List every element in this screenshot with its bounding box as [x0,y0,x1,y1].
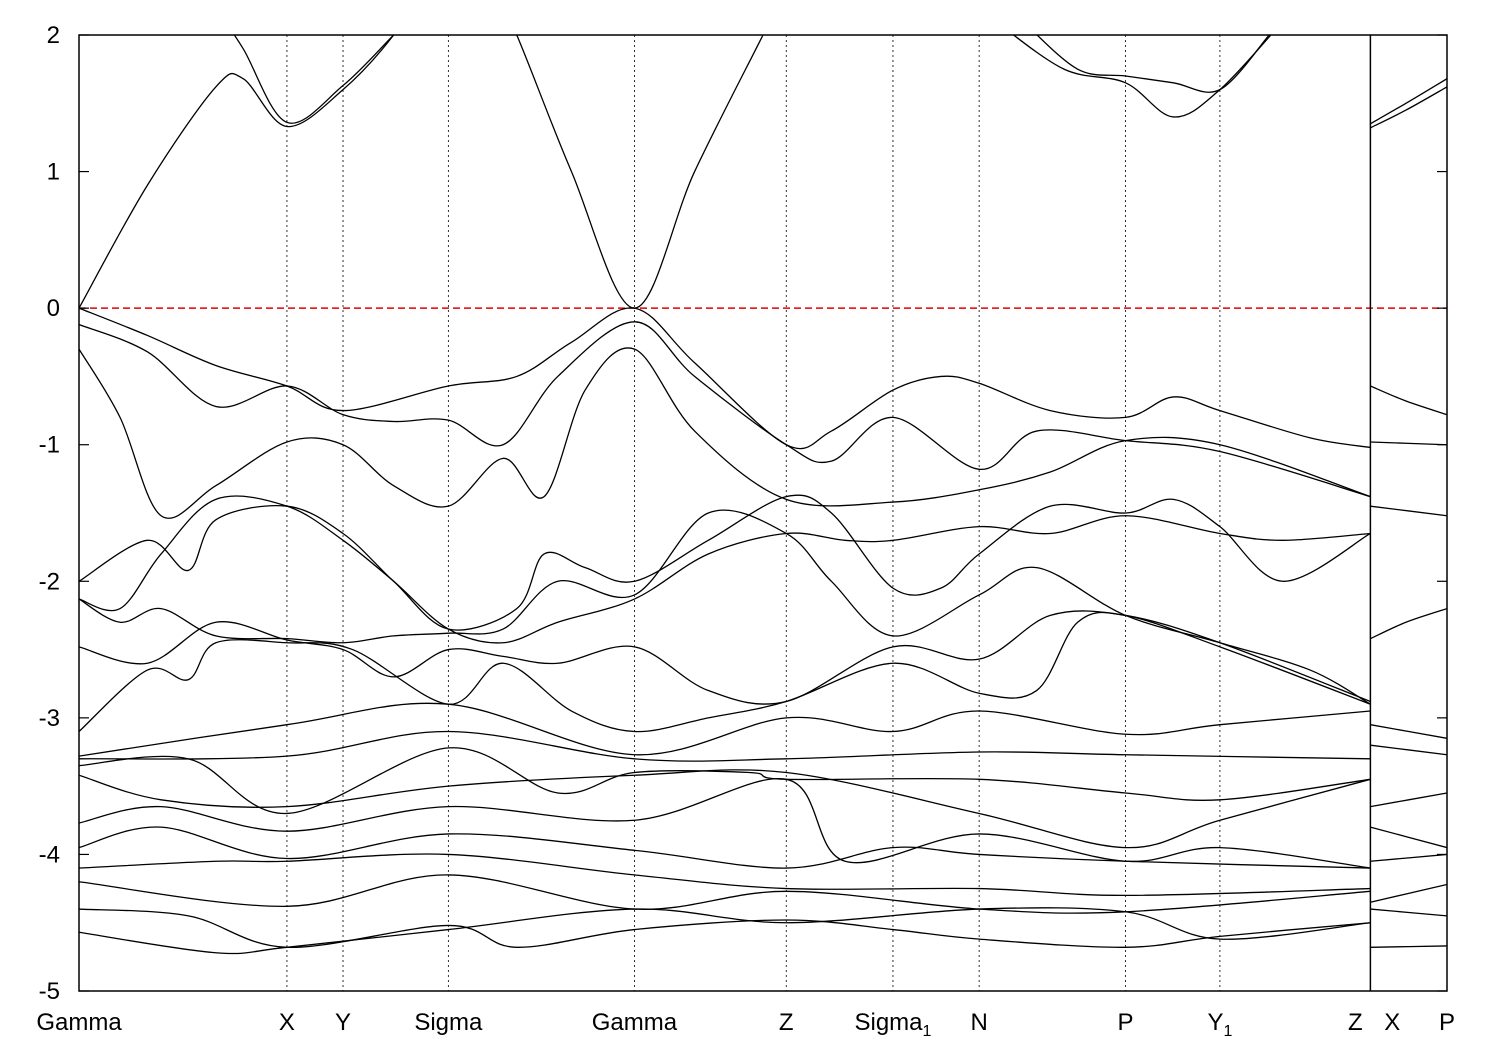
band-vb-r1 [1370,385,1447,416]
y-tick-label: 0 [47,295,60,322]
x-tick-label: Y1 [1207,1009,1232,1040]
x-tick-label: Gamma [36,1009,122,1036]
x-tick-label: P [1118,1009,1134,1036]
k-point-gridlines [286,35,1221,991]
band-vb9 [79,702,1371,757]
band-vb-r3 [1370,505,1447,517]
band-vb-r10 [1370,883,1447,903]
band-vb18 [79,907,1371,955]
x-tick-label-text: X [1384,1009,1400,1036]
band-vb4 [79,494,1371,631]
band-vb-r7 [1370,792,1447,808]
x-tick-label-subscript: 1 [923,1023,932,1040]
band-cb3 [1012,35,1272,118]
band-vb-r2 [1370,441,1447,446]
x-tick-label-text: Z [1348,1009,1363,1036]
x-tick-label-text: X [279,1009,295,1036]
x-tick-label-text: Gamma [36,1009,122,1036]
y-tick-label: -3 [39,705,60,732]
x-tick-label-text: Sigma [414,1009,483,1036]
x-tick-label-text: Y [1207,1009,1223,1036]
band-vb-r5 [1370,724,1447,739]
band-vb15 [79,853,1371,897]
band-vb-r6 [1370,744,1447,756]
band-vb-r8 [1370,826,1447,849]
band-vb2 [79,321,1371,498]
x-tick-label: Y [335,1009,351,1036]
x-tick-label-text: Sigma [854,1009,923,1036]
band-vb-r9 [1370,853,1447,862]
bands [79,35,1447,955]
y-tick-label: 2 [47,22,60,49]
band-vb6 [79,509,1371,705]
band-vb-r4 [1370,607,1447,640]
y-tick-label: -4 [39,841,60,868]
band-vb14 [79,826,1371,869]
band-vb1 [79,307,1371,450]
band-cb-r2 [1370,86,1447,129]
band-vb17 [79,908,1371,948]
y-tick-label: -2 [39,568,60,595]
band-vb3 [79,347,1371,519]
x-tick-label-text: Z [779,1009,794,1036]
band-vb-r12 [1370,945,1447,948]
x-tick-label-text: N [970,1009,987,1036]
x-tick-label-text: P [1439,1009,1455,1036]
plot-frame [78,34,1448,992]
x-tick-label: Sigma [414,1009,483,1036]
x-tick-label: Gamma [592,1009,678,1036]
band-vb7 [79,610,1371,705]
x-axis-ticks: Gamma X Y Sigma Gamma Z Sigma1 N P Y1 Z X P [36,1009,1455,1040]
band-vb13 [79,777,1371,869]
band-cb4 [1036,35,1270,93]
band-vb12 [79,769,1371,849]
x-tick-label: X [1384,1009,1400,1036]
x-tick-label: Z [1348,1009,1363,1036]
x-tick-label: N [970,1009,987,1036]
band-vb-r11 [1370,908,1447,917]
band-cb-r1 [1370,78,1447,125]
y-tick-label: -1 [39,432,60,459]
x-tick-label-text: P [1118,1009,1134,1036]
band-vb8 [79,611,1371,733]
x-tick-label-subscript: 1 [1223,1023,1232,1040]
x-tick-label: X [279,1009,295,1036]
x-tick-label: Z [779,1009,794,1036]
x-tick-label-text: Gamma [592,1009,678,1036]
y-axis-ticks: -5 -4 -3 -2 -1 0 1 2 [39,22,1447,1005]
x-tick-label: Sigma1 [854,1009,931,1040]
band-cb1 [79,35,395,309]
x-tick-label: P [1439,1009,1455,1036]
y-tick-label: -5 [39,978,60,1005]
y-tick-label: 1 [47,159,60,186]
band-cb1b [516,35,764,309]
band-vb5 [79,495,1371,644]
band-vb10 [79,730,1371,762]
x-tick-label-text: Y [335,1009,351,1036]
band-cb2 [233,35,395,124]
